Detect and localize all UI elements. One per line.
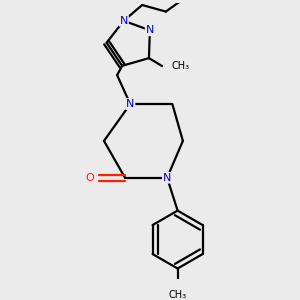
Text: O: O bbox=[86, 173, 94, 183]
Text: N: N bbox=[163, 173, 171, 183]
Text: N: N bbox=[126, 99, 134, 109]
Text: CH₃: CH₃ bbox=[169, 290, 187, 300]
Text: N: N bbox=[146, 25, 154, 35]
Text: N: N bbox=[120, 16, 128, 26]
Text: CH₃: CH₃ bbox=[171, 61, 189, 71]
